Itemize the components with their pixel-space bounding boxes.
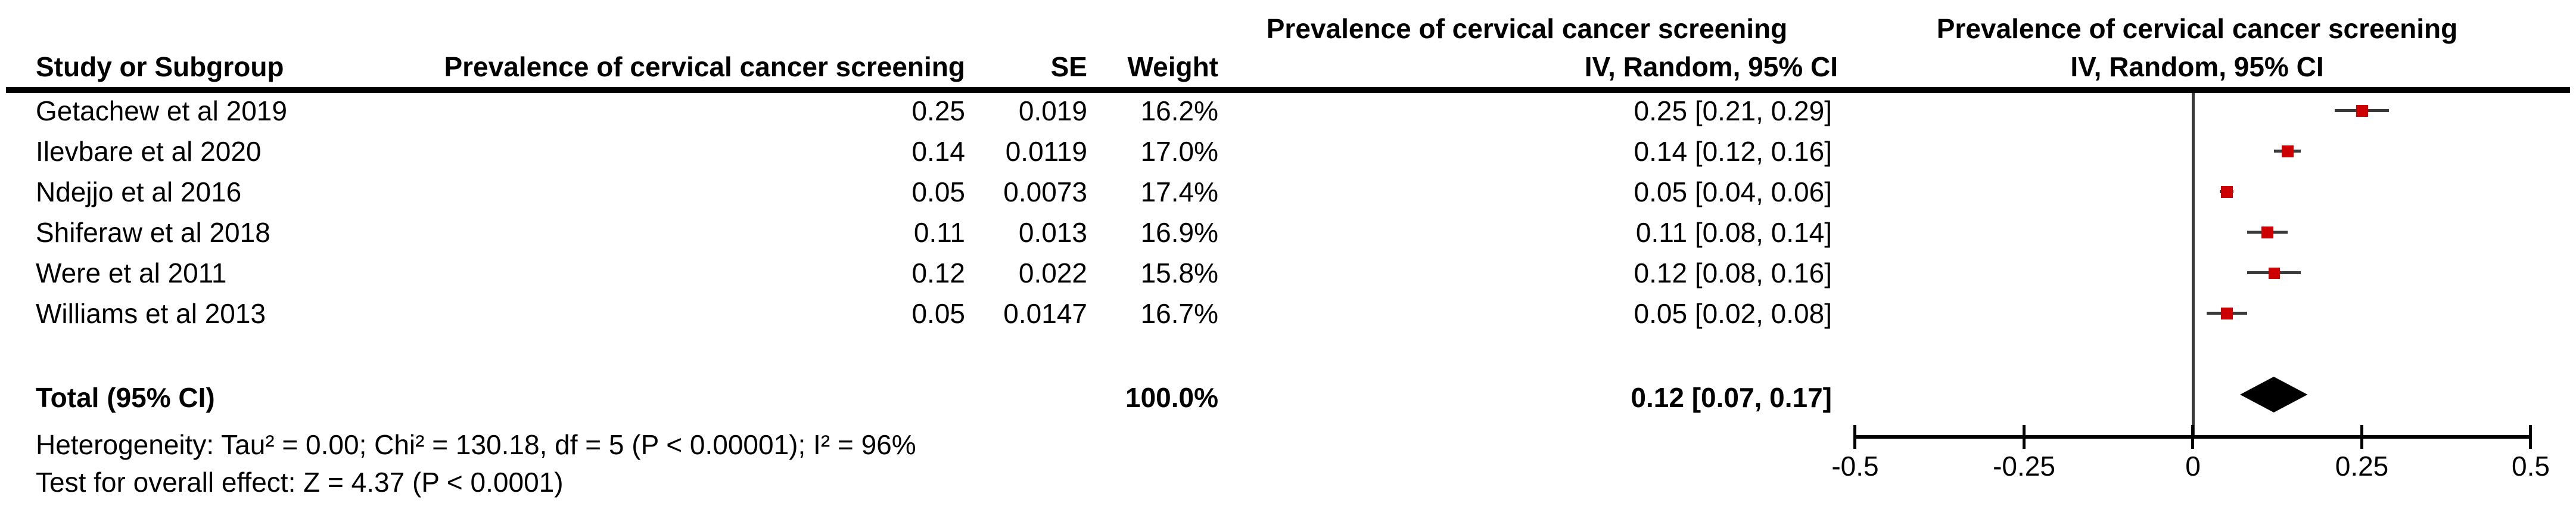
effect-square (2356, 105, 2368, 117)
study-effect: 0.25 (911, 95, 965, 126)
study-effect: 0.12 (911, 257, 965, 288)
col-header-study: Study or Subgroup (36, 51, 284, 82)
study-weight: 16.9% (1140, 217, 1218, 248)
study-se: 0.019 (1018, 95, 1087, 126)
plot-column-subtitle: IV, Random, 95% CI (2070, 51, 2324, 82)
study-ci: 0.11 [0.08, 0.14] (1635, 217, 1832, 248)
col-header-weight: Weight (1127, 51, 1218, 82)
study-se: 0.0119 (1005, 136, 1087, 167)
axis-tick-label: 0.25 (2335, 451, 2389, 482)
axis-tick (2191, 425, 2194, 449)
zero-line (2192, 93, 2195, 439)
effect-square (2281, 145, 2294, 157)
study-weight: 15.8% (1140, 257, 1218, 288)
study-weight: 17.0% (1140, 136, 1218, 167)
axis-tick-label: 0.5 (2512, 451, 2550, 482)
study-name: Ilevbare et al 2020 (36, 136, 262, 167)
effect-square (2220, 186, 2233, 198)
study-weight: 16.7% (1140, 298, 1218, 329)
effect-square (2220, 308, 2233, 319)
study-se: 0.0073 (1003, 176, 1087, 207)
pooled-diamond (2240, 377, 2308, 412)
header-rule (6, 87, 2570, 93)
study-name: Were et al 2011 (36, 257, 227, 288)
study-name: Williams et al 2013 (36, 298, 266, 329)
study-ci: 0.05 [0.02, 0.08] (1634, 298, 1833, 329)
col-header-se: SE (1050, 51, 1087, 82)
study-name: Getachew et al 2019 (36, 95, 287, 126)
axis-tick (1853, 425, 1856, 449)
axis-tick (2022, 425, 2026, 449)
study-effect: 0.11 (913, 217, 965, 248)
study-ci: 0.14 [0.12, 0.16] (1634, 136, 1833, 167)
study-se: 0.022 (1018, 257, 1087, 288)
study-se: 0.013 (1018, 217, 1087, 248)
study-effect: 0.14 (911, 136, 965, 167)
footnote-heterogeneity: Heterogeneity: Tau² = 0.00; Chi² = 130.1… (36, 429, 916, 460)
footnote-overall-effect: Test for overall effect: Z = 4.37 (P < 0… (36, 467, 564, 498)
ci-column-title: Prevalence of cervical cancer screening (1266, 13, 1788, 44)
col-header-ci: IV, Random, 95% CI (1584, 51, 1838, 82)
study-ci: 0.12 [0.08, 0.16] (1634, 257, 1833, 288)
study-name: Shiferaw et al 2018 (36, 217, 270, 248)
study-effect: 0.05 (911, 298, 965, 329)
plot-column-title: Prevalence of cervical cancer screening (1936, 13, 2458, 44)
effect-square (2268, 267, 2280, 279)
study-name: Ndejjo et al 2016 (36, 176, 242, 207)
axis-tick-label: -0.5 (1831, 451, 1879, 482)
total-ci: 0.12 [0.07, 0.17] (1631, 382, 1832, 413)
study-effect: 0.05 (911, 176, 965, 207)
study-weight: 16.2% (1140, 95, 1218, 126)
total-weight: 100.0% (1125, 382, 1218, 413)
study-se: 0.0147 (1003, 298, 1087, 329)
axis-tick-label: 0 (2185, 451, 2201, 482)
study-weight: 17.4% (1140, 176, 1218, 207)
effect-square (2261, 226, 2273, 238)
axis-tick-label: -0.25 (1993, 451, 2055, 482)
total-label: Total (95% CI) (36, 382, 215, 413)
axis-tick (2360, 425, 2363, 449)
study-ci: 0.05 [0.04, 0.06] (1634, 176, 1833, 207)
study-ci: 0.25 [0.21, 0.29] (1634, 95, 1833, 126)
col-header-effect: Prevalence of cervical cancer screening (444, 51, 965, 82)
axis-tick (2529, 425, 2532, 449)
